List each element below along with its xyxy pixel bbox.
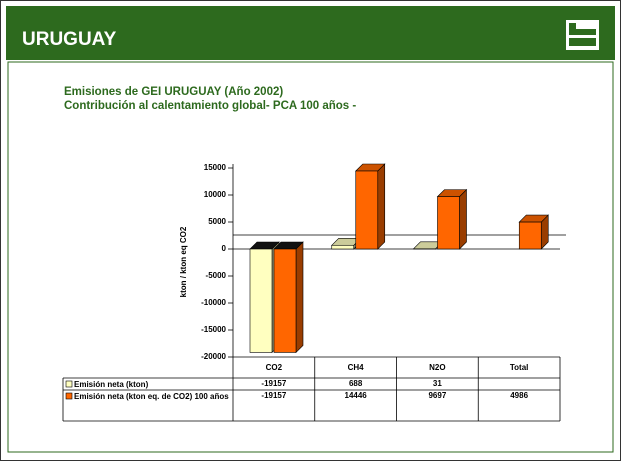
bar <box>274 249 296 352</box>
y-axis-label: kton / kton eq CO2 <box>179 226 188 297</box>
legend-label: Emisión neta (kton) <box>74 380 231 389</box>
legend-swatch <box>66 381 72 387</box>
chart-subtitle: Contribución al calentamiento global- PC… <box>64 100 356 112</box>
table-value: 9697 <box>428 391 446 400</box>
table-value: 4986 <box>510 391 528 400</box>
bar-side <box>460 190 467 249</box>
y-tick-label: 0 <box>222 244 227 253</box>
y-tick-label: 10000 <box>204 190 227 199</box>
table-value: 31 <box>433 379 442 388</box>
bar <box>519 222 541 249</box>
legend-label: Emisión neta (kton eq. de CO2) 100 años <box>74 392 231 401</box>
y-tick-label: -5000 <box>206 271 227 280</box>
y-tick-label: -15000 <box>201 325 226 334</box>
bar <box>250 249 272 352</box>
legend-entry: Emisión neta (kton eq. de CO2) 100 años <box>74 392 231 421</box>
logo <box>566 20 599 50</box>
chart-title: Emisiones de GEI URUGUAY (Año 2002) <box>64 86 283 98</box>
table-value: -19157 <box>261 391 286 400</box>
bar-side <box>378 164 385 249</box>
y-tick-label: -10000 <box>201 298 226 307</box>
x-tick-label: CO2 <box>266 363 283 372</box>
y-tick-label: 15000 <box>204 163 227 172</box>
table-value: -19157 <box>261 379 286 388</box>
table-value: 14446 <box>345 391 368 400</box>
bar <box>332 245 354 249</box>
x-tick-label: Total <box>510 363 529 372</box>
bar-side <box>296 242 303 352</box>
legend-entry: Emisión neta (kton) <box>74 380 231 390</box>
bar <box>356 171 378 249</box>
bar <box>438 197 460 249</box>
table-value: 688 <box>349 379 363 388</box>
header-title: URUGUAY <box>22 29 117 50</box>
x-tick-label: N2O <box>429 363 445 372</box>
x-tick-label: CH4 <box>348 363 365 372</box>
y-tick-label: 5000 <box>208 217 226 226</box>
legend-swatch <box>66 393 72 399</box>
y-tick-label: -20000 <box>201 352 226 361</box>
